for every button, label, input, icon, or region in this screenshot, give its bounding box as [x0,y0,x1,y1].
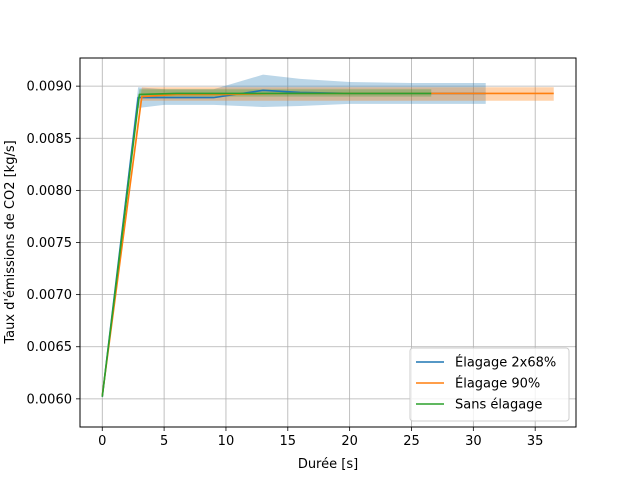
series-lines [101,89,554,397]
x-axis-label: Durée [s] [298,457,358,472]
y-tick-label: 0.0065 [27,340,73,355]
legend-label-series-3: Sans élagage [455,398,542,413]
y-tick-label: 0.0080 [27,184,73,199]
y-axis-ticks: 0.0060 0.0065 0.0070 0.0075 0.0080 0.0085 0.00… [27,80,80,407]
y-axis-label: Taux d'émissions de CO2 [kg/s] [3,140,18,344]
legend: Élagage 2x68% Élagage 90% Sans élagage [409,347,570,422]
x-tick-label: 30 [465,434,482,449]
y-tick-label: 0.0090 [27,80,73,95]
x-axis-ticks: 0 5 10 15 20 25 30 35 [98,427,543,449]
x-tick-label: 5 [160,434,168,449]
x-tick-label: 0 [98,434,106,449]
legend-frame [409,347,570,422]
x-tick-label: 25 [403,434,420,449]
x-tick-label: 20 [341,434,358,449]
y-tick-label: 0.0070 [27,288,73,303]
line-series-3 [101,92,432,397]
x-tick-label: 35 [527,434,544,449]
legend-label-series-2: Élagage 90% [455,376,540,392]
y-tick-label: 0.0060 [27,392,73,407]
legend-label-series-1: Élagage 2x68% [455,355,556,371]
x-tick-label: 10 [218,434,235,449]
x-tick-label: 15 [280,434,297,449]
y-tick-label: 0.0075 [27,236,73,251]
y-tick-label: 0.0085 [27,132,73,147]
